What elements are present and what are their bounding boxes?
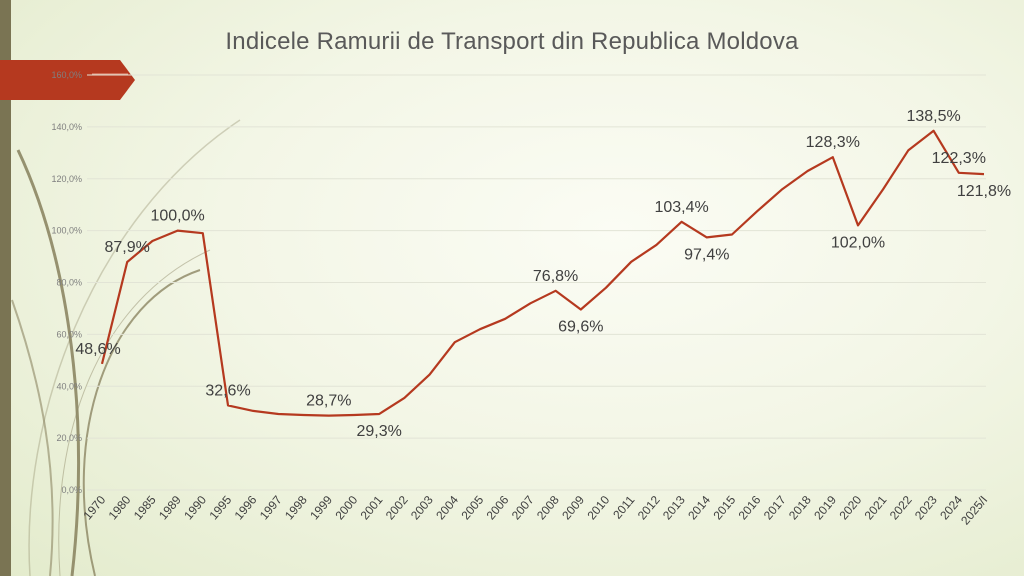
x-tick-label: 2004 [433, 493, 461, 523]
swoosh-4 [11, 299, 54, 576]
x-tick-label: 1998 [282, 493, 310, 523]
data-label: 48,6% [75, 341, 120, 358]
y-tick-label: 120,0% [51, 174, 82, 184]
swoosh-2 [28, 119, 241, 576]
x-axis-ticks: 1970198019851989199019951996199719981999… [80, 493, 990, 528]
x-tick-label: 2000 [332, 493, 360, 523]
data-label: 128,3% [806, 134, 860, 151]
y-tick-label: 0,0% [61, 485, 82, 495]
swoosh-1 [82, 269, 201, 576]
left-accent-bar [0, 0, 11, 576]
data-label: 102,0% [831, 234, 885, 251]
y-tick-label: 60,0% [56, 329, 82, 339]
x-tick-label: 2013 [660, 493, 688, 523]
data-labels: 48,6% 87,9%100,0% 32,6% 28,7% 29,3% 76,8% 69,6… [75, 108, 1011, 440]
x-tick-label: 2016 [736, 493, 764, 523]
x-tick-label: 2007 [509, 493, 537, 523]
y-tick-label: 20,0% [56, 433, 82, 443]
x-tick-label: 2011 [610, 493, 638, 522]
data-label: 121,8% [957, 183, 1011, 200]
swoosh-3 [58, 249, 211, 576]
x-tick-label: 1995 [206, 493, 234, 523]
data-label: 28,7% [306, 393, 351, 410]
x-tick-label: 2001 [358, 493, 386, 523]
series-group [100, 129, 985, 417]
x-tick-label: 2014 [685, 493, 713, 523]
y-tick-label: 140,0% [51, 122, 82, 132]
data-label: 103,4% [654, 199, 708, 216]
x-tick-label: 1996 [232, 493, 260, 523]
x-tick-label: 2015 [710, 493, 738, 523]
x-tick-label: 1989 [156, 493, 184, 523]
decorative-swooshes [11, 119, 241, 576]
chart-title: Indicele Ramurii de Transport din Republ… [225, 28, 799, 55]
x-tick-label: 2025/I [958, 493, 990, 528]
y-tick-label: 100,0% [51, 226, 82, 236]
data-label: 138,5% [906, 108, 960, 125]
x-tick-label: 2017 [761, 493, 789, 523]
x-tick-label: 2012 [635, 493, 663, 523]
x-tick-label: 1990 [181, 493, 209, 523]
x-tick-label: 2003 [408, 493, 436, 523]
x-tick-label: 1980 [106, 493, 134, 523]
x-tick-label: 1999 [307, 493, 335, 523]
data-label: 76,8% [533, 268, 578, 285]
x-tick-label: 2002 [383, 493, 411, 523]
data-label: 122,3% [932, 150, 986, 167]
data-label: 29,3% [357, 423, 402, 440]
x-tick-label: 2005 [458, 493, 486, 523]
swoosh-0 [16, 149, 80, 576]
banner-shape [0, 60, 135, 100]
x-tick-label: 1997 [257, 493, 285, 523]
data-label: 69,6% [558, 318, 603, 335]
y-tick-label: 80,0% [56, 278, 82, 288]
x-tick-label: 1985 [131, 493, 159, 523]
x-tick-label: 2021 [862, 493, 890, 523]
x-tick-label: 2020 [836, 493, 864, 523]
series-line [100, 129, 985, 417]
x-tick-label: 2010 [584, 493, 612, 523]
x-tick-label: 2006 [484, 493, 512, 523]
grid-lines [87, 74, 986, 491]
x-tick-label: 2019 [811, 493, 839, 523]
title-banner [0, 60, 135, 100]
y-tick-label: 40,0% [56, 381, 82, 391]
data-label: 87,9% [105, 239, 150, 256]
x-tick-label: 2009 [559, 493, 587, 523]
data-label: 100,0% [150, 208, 204, 225]
x-tick-label: 2023 [912, 493, 940, 523]
x-tick-label: 2022 [887, 493, 915, 523]
y-axis-ticks: 0,0% 20,0% 40,0% 60,0% 80,0% 100,0% 120,0% 140,… [51, 70, 82, 495]
data-label: 32,6% [205, 382, 250, 399]
x-tick-label: 2008 [534, 493, 562, 523]
data-label: 97,4% [684, 246, 729, 263]
y-tick-label: 160,0% [51, 70, 82, 80]
x-tick-label: 2018 [786, 493, 814, 523]
